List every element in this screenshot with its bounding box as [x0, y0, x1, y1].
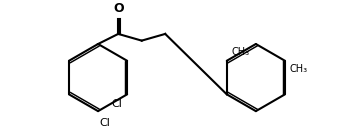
Text: CH₃: CH₃: [290, 64, 308, 74]
Text: CH₃: CH₃: [232, 47, 250, 57]
Text: Cl: Cl: [100, 118, 111, 128]
Text: O: O: [113, 2, 123, 15]
Text: Cl: Cl: [111, 99, 122, 109]
